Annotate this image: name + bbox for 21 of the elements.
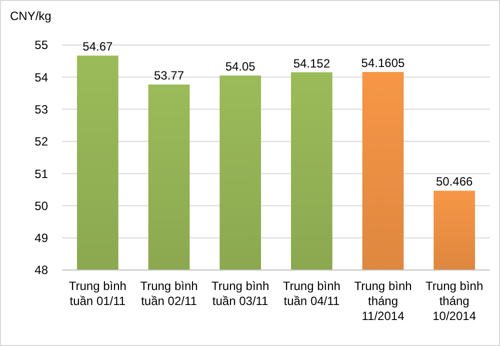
data-label: 54.67	[82, 40, 114, 54]
y-tick-label: 49	[34, 231, 48, 246]
y-tick-label: 54	[34, 70, 48, 84]
y-tick-label: 55	[34, 38, 48, 52]
y-tick-label: 52	[34, 134, 48, 149]
x-tick-label: Trung bình tuần 02/11	[140, 279, 198, 308]
x-tick-label: Trung bình tháng 10/2014	[426, 279, 484, 323]
x-tick-label: Trung bình tháng 11/2014	[354, 279, 412, 323]
data-label: 54.05	[225, 60, 256, 74]
x-tick-label: Trung bình tuần 03/11	[212, 279, 270, 308]
x-tick-label: Trung bình tuần 01/11	[68, 279, 126, 308]
y-tick-label: 51	[34, 166, 48, 181]
y-tick-label: 53	[34, 102, 48, 116]
y-axis-title: CNY/kg	[10, 9, 52, 23]
data-label: 53.77	[154, 68, 184, 83]
y-tick-label: 48	[34, 263, 48, 278]
y-tick-label: 50	[34, 198, 48, 213]
data-label: 50.466	[436, 174, 474, 189]
x-tick-label: Trung bình tuần 04/11	[282, 279, 340, 308]
data-label: 54.1605	[361, 56, 406, 70]
data-label: 54.152	[293, 56, 330, 70]
